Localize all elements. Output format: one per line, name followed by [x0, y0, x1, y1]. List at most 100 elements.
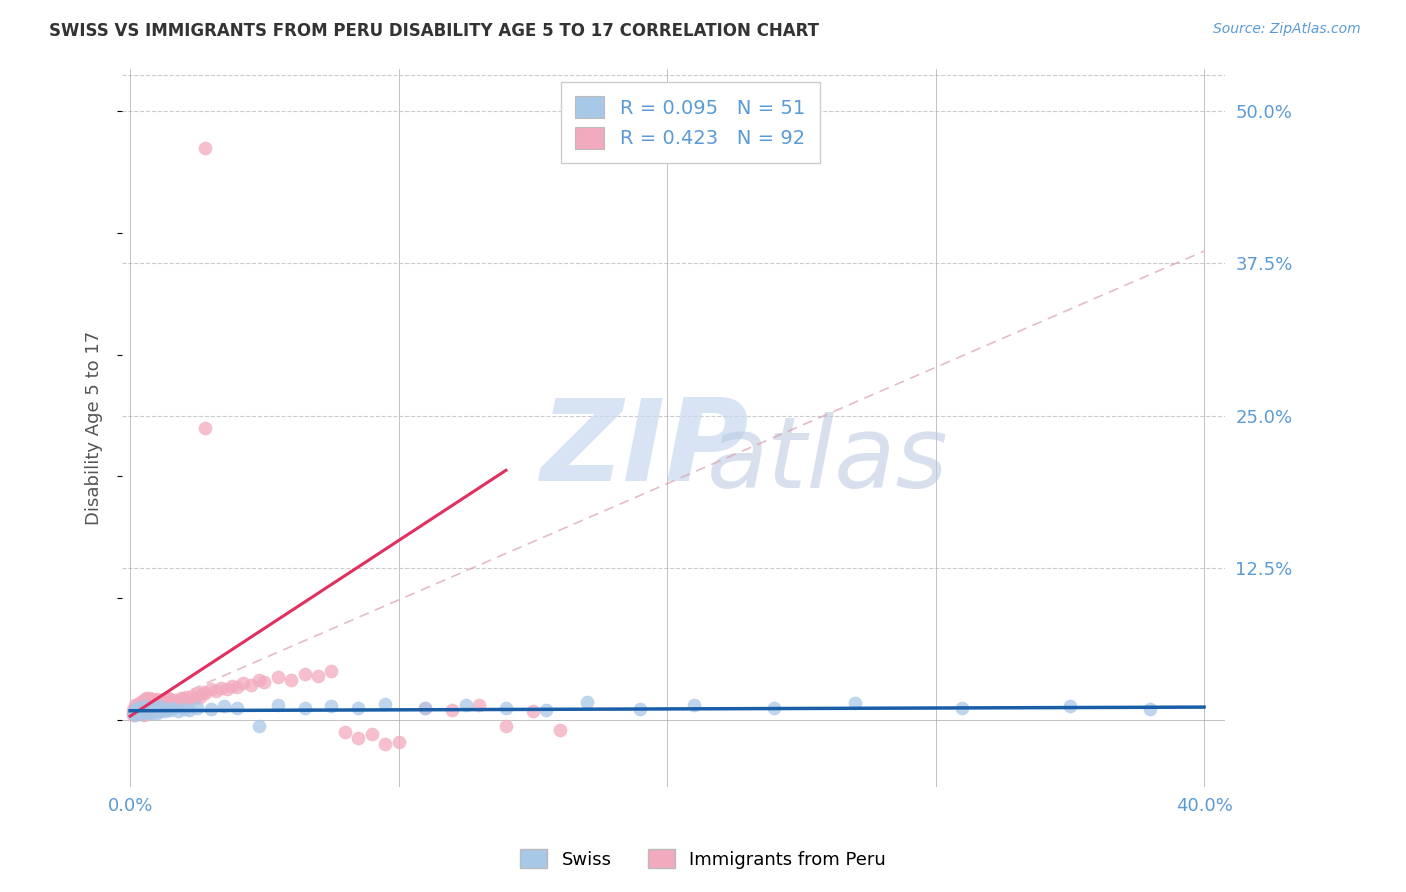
Point: [129, 704, 152, 718]
Point: [179, 692, 201, 706]
Text: ZIP: ZIP: [541, 393, 749, 505]
Point: [441, 703, 464, 717]
Point: [143, 704, 166, 718]
Point: [143, 700, 166, 714]
Point: [226, 700, 249, 714]
Point: [1139, 702, 1161, 716]
Point: [129, 695, 152, 709]
Point: [267, 698, 290, 713]
Point: [683, 698, 706, 713]
Point: [146, 692, 169, 706]
Point: [146, 697, 169, 711]
Point: [180, 689, 202, 703]
Point: [124, 704, 146, 718]
Legend: R = 0.095   N = 51, R = 0.423   N = 92: R = 0.095 N = 51, R = 0.423 N = 92: [561, 82, 820, 163]
Point: [387, 735, 409, 749]
Point: [232, 676, 254, 690]
Point: [138, 698, 160, 713]
Point: [468, 698, 491, 713]
Point: [127, 703, 149, 717]
Point: [209, 681, 232, 696]
Point: [194, 686, 217, 700]
Point: [124, 698, 146, 713]
Legend: Swiss, Immigrants from Peru: Swiss, Immigrants from Peru: [513, 842, 893, 876]
Point: [127, 706, 149, 720]
Point: [347, 731, 370, 746]
Point: [374, 697, 396, 711]
Point: [121, 708, 143, 723]
Point: [138, 690, 160, 705]
Point: [138, 702, 160, 716]
Point: [159, 703, 181, 717]
Point: [495, 700, 517, 714]
Point: [141, 704, 163, 718]
Point: [124, 706, 146, 721]
Point: [536, 703, 558, 717]
Point: [200, 682, 222, 697]
Point: [156, 702, 179, 716]
Point: [127, 699, 149, 714]
Point: [141, 706, 163, 720]
Text: Source: ZipAtlas.com: Source: ZipAtlas.com: [1213, 22, 1361, 37]
Point: [121, 703, 143, 717]
Point: [253, 675, 276, 690]
Point: [129, 700, 152, 714]
Point: [495, 719, 517, 733]
Point: [146, 702, 169, 716]
Point: [374, 737, 396, 751]
Point: [150, 693, 173, 707]
Point: [333, 725, 356, 739]
Point: [454, 698, 477, 713]
Point: [173, 693, 195, 707]
Point: [138, 706, 160, 720]
Point: [167, 695, 190, 709]
Point: [129, 697, 152, 711]
Point: [194, 141, 217, 155]
Point: [1059, 699, 1081, 714]
Point: [149, 695, 172, 709]
Point: [159, 698, 181, 713]
Point: [132, 693, 155, 707]
Point: [121, 706, 143, 720]
Point: [129, 702, 152, 716]
Point: [415, 700, 437, 714]
Point: [135, 697, 157, 711]
Point: [162, 700, 184, 714]
Point: [221, 679, 243, 693]
Point: [143, 703, 166, 717]
Point: [132, 700, 155, 714]
Point: [153, 704, 176, 718]
Point: [165, 693, 187, 707]
Point: [132, 699, 155, 714]
Point: [127, 704, 149, 718]
Point: [575, 695, 598, 709]
Point: [141, 692, 163, 706]
Point: [153, 698, 176, 713]
Y-axis label: Disability Age 5 to 17: Disability Age 5 to 17: [86, 331, 103, 524]
Point: [186, 700, 208, 714]
Point: [132, 706, 155, 721]
Point: [135, 706, 157, 720]
Point: [167, 704, 190, 718]
Point: [149, 700, 172, 714]
Point: [347, 700, 370, 714]
Point: [173, 702, 195, 716]
Point: [135, 703, 157, 717]
Point: [215, 682, 238, 697]
Point: [149, 699, 172, 714]
Point: [212, 699, 235, 714]
Point: [191, 685, 214, 699]
Point: [247, 719, 270, 733]
Point: [143, 698, 166, 713]
Point: [135, 704, 157, 718]
Point: [628, 702, 651, 716]
Text: SWISS VS IMMIGRANTS FROM PERU DISABILITY AGE 5 TO 17 CORRELATION CHART: SWISS VS IMMIGRANTS FROM PERU DISABILITY…: [49, 22, 820, 40]
Point: [200, 702, 222, 716]
Point: [205, 683, 228, 698]
Point: [138, 704, 160, 718]
Point: [150, 703, 173, 717]
Point: [226, 680, 249, 694]
Point: [127, 700, 149, 714]
Point: [135, 700, 157, 714]
Point: [194, 420, 217, 434]
